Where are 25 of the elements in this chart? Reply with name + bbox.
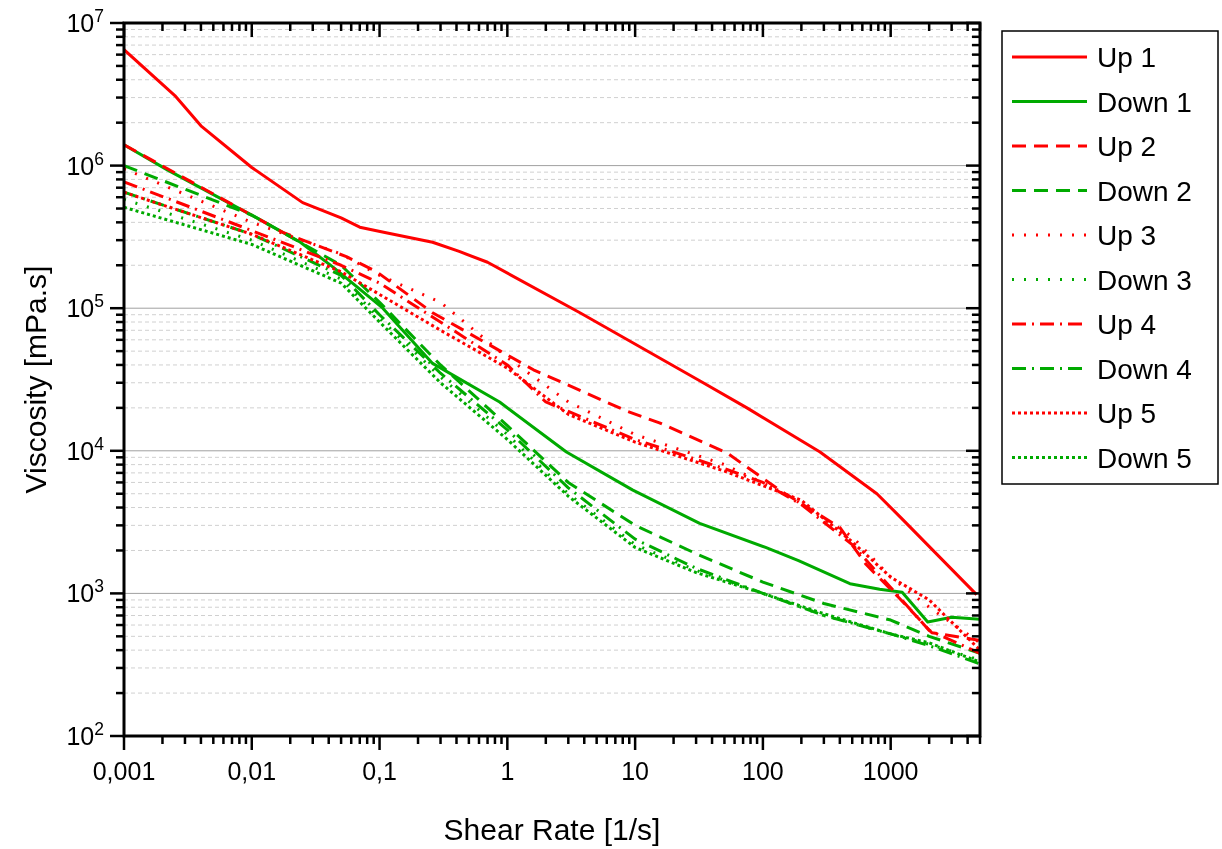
y-tick-label: 10$^{5}$ (66, 291, 104, 323)
y-tick-label: 10$^{3}$ (66, 576, 104, 608)
x-tick-label: 100 (742, 757, 784, 785)
x-tick-label: 0,01 (227, 757, 277, 785)
x-tick-label: 1 (500, 757, 515, 785)
y-tick-label: 10$^{2}$ (66, 719, 104, 750)
y-axis-title: Viscosity [mPa.s] (19, 265, 52, 494)
y-tick-label: 10$^{4}$ (66, 433, 105, 465)
legend-label: Up 2 (1097, 131, 1157, 162)
legend-label: Up 5 (1097, 398, 1157, 429)
legend-label: Down 4 (1097, 353, 1192, 385)
x-tick-label: 10 (621, 757, 650, 785)
legend-label: Up 3 (1097, 220, 1157, 251)
x-tick-label: 1000 (862, 757, 919, 785)
legend-label: Down 3 (1097, 264, 1192, 296)
y-tick-label: 10$^{7}$ (66, 6, 104, 37)
x-axis-title: Shear Rate [1/s] (443, 813, 661, 846)
legend-label: Up 1 (1097, 42, 1157, 73)
y-tick-label: 10$^{6}$ (66, 148, 104, 180)
legend-label: Down 1 (1097, 86, 1192, 118)
x-tick-label: 0,1 (362, 757, 397, 785)
legend-label: Up 4 (1097, 309, 1157, 340)
x-tick-label: 0,001 (92, 757, 156, 785)
legend-label: Down 5 (1097, 442, 1192, 474)
legend-label: Down 2 (1097, 175, 1192, 207)
